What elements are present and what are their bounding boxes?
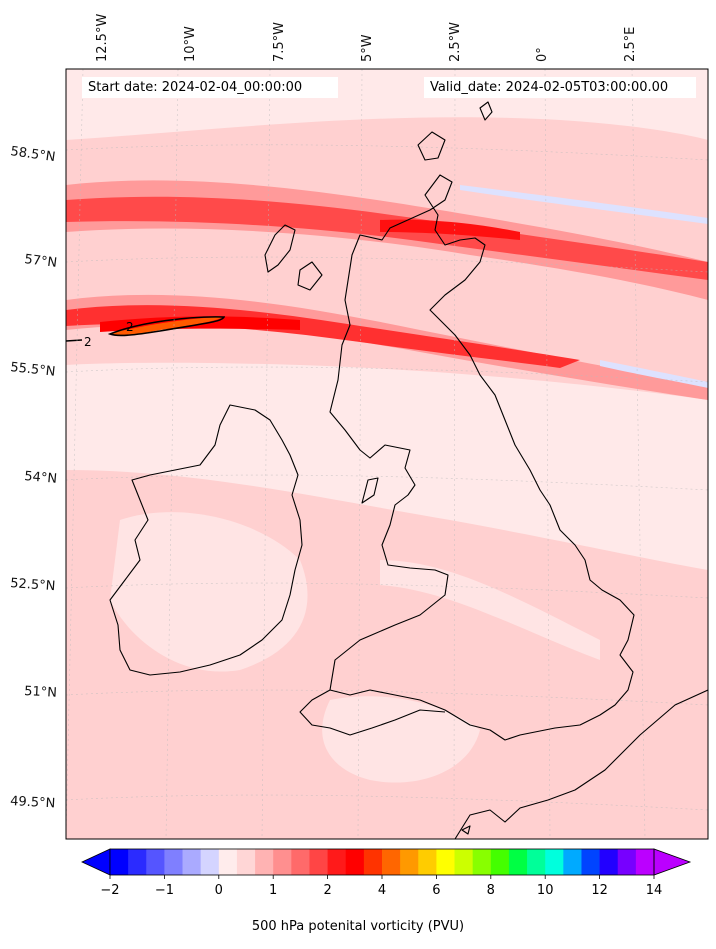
coast-hebrides bbox=[264, 224, 296, 273]
lon-label-0: 12.5°W bbox=[95, 14, 110, 62]
colorbar-swatch bbox=[327, 849, 347, 875]
colorbar-swatch bbox=[599, 849, 619, 875]
colorbar-swatch bbox=[110, 849, 129, 875]
colorbar-tick-label: 8 bbox=[487, 883, 495, 898]
valid-date-label: Valid_date: 2024-02-05T03:00:00.00 bbox=[424, 77, 696, 98]
colorbar-swatch bbox=[345, 849, 365, 875]
lat-label-0: 58.5°N bbox=[9, 144, 56, 165]
colorbar-extend-low bbox=[81, 848, 111, 876]
coast-great-britain bbox=[329, 174, 635, 741]
colorbar-swatch bbox=[545, 849, 564, 875]
pv-field: 2 2 bbox=[66, 69, 708, 839]
colorbar-tick-label: 12 bbox=[591, 883, 608, 898]
lat-label-2: 55.5°N bbox=[10, 360, 56, 380]
colorbar-swatch bbox=[164, 849, 183, 875]
colorbar-swatch bbox=[418, 849, 437, 875]
colorbar-swatch bbox=[436, 849, 455, 875]
coast-orkney bbox=[417, 131, 446, 161]
colorbar-tick-label: −2 bbox=[100, 883, 119, 898]
pv-patch-ireland-light bbox=[110, 512, 308, 672]
colorbar-swatch bbox=[218, 849, 238, 875]
pv-contour-2-west bbox=[66, 339, 83, 342]
coastlines bbox=[109, 101, 708, 839]
lon-label-3: 5°W bbox=[360, 34, 375, 62]
contour-label-core: 2 bbox=[126, 320, 134, 334]
colorbar-label: 500 hPa potenital vorticity (PVU) bbox=[251, 919, 465, 934]
colorbar-swatch bbox=[146, 849, 165, 875]
colorbar-tick-label: 0 bbox=[215, 883, 223, 898]
lon-labels: 12.5°W 10°W 7.5°W 5°W 2.5°W 0° 2.5°E bbox=[95, 14, 638, 62]
start-date-label: Start date: 2024-02-04_00:00:00 bbox=[82, 77, 338, 98]
colorbar-swatch bbox=[236, 849, 256, 875]
coast-skye bbox=[297, 261, 323, 291]
colorbar-tick-label: 2 bbox=[323, 883, 331, 898]
colorbar-swatch bbox=[581, 849, 600, 875]
coast-southwest bbox=[299, 689, 446, 736]
pv-contour-2 bbox=[107, 316, 226, 337]
lon-label-4: 2.5°W bbox=[448, 22, 463, 62]
colorbar-swatch bbox=[182, 849, 202, 875]
lat-label-5: 51°N bbox=[24, 684, 58, 701]
pv-negative-streak bbox=[460, 185, 708, 224]
colorbar-swatch bbox=[472, 849, 492, 875]
colorbar-extend-high bbox=[653, 848, 692, 876]
lon-label-1: 10°W bbox=[183, 26, 198, 62]
colorbar-swatch bbox=[382, 849, 401, 875]
coast-channel-islands bbox=[461, 825, 471, 835]
pv-band-north-core bbox=[66, 196, 708, 280]
pv-streak-midlands bbox=[380, 560, 600, 660]
colorbar-swatch bbox=[291, 849, 310, 875]
colorbar-swatch bbox=[527, 849, 546, 875]
lon-label-5: 0° bbox=[535, 47, 550, 62]
colorbar-swatch bbox=[617, 849, 637, 875]
colorbar-tick-label: 14 bbox=[646, 883, 663, 898]
colorbar-tick-label: 10 bbox=[537, 883, 554, 898]
colorbar-swatch bbox=[128, 849, 147, 875]
colorbar-swatch bbox=[200, 849, 220, 875]
coast-isle-of-man bbox=[361, 477, 379, 504]
lon-label-2: 7.5°W bbox=[272, 22, 287, 62]
colorbar-swatch bbox=[563, 849, 582, 875]
pv-patch-wales-light bbox=[322, 696, 480, 783]
colorbar-swatch bbox=[273, 849, 292, 875]
colorbar-tick-label: 1 bbox=[269, 883, 277, 898]
map-frame bbox=[65, 68, 709, 840]
colorbar-swatch bbox=[454, 849, 474, 875]
coast-france bbox=[454, 689, 708, 839]
lat-label-6: 49.5°N bbox=[10, 794, 56, 811]
coast-shetland bbox=[479, 101, 493, 121]
pv-band-north-peak bbox=[380, 219, 520, 240]
coast-ireland bbox=[109, 404, 303, 676]
lon-label-6: 2.5°E bbox=[623, 27, 638, 62]
colorbar-tick-label: 4 bbox=[378, 883, 386, 898]
colorbar-tick-label: 6 bbox=[432, 883, 440, 898]
colorbar-swatch bbox=[490, 849, 510, 875]
contour-label-west: 2 bbox=[84, 335, 92, 349]
colorbar-swatch bbox=[309, 849, 328, 875]
colorbar-swatch bbox=[363, 849, 383, 875]
pv-negative-streak-2 bbox=[600, 360, 708, 388]
colorbar-swatch bbox=[508, 849, 528, 875]
graticule bbox=[66, 69, 708, 839]
colorbar: −2 −1 0 1 2 4 6 8 10 12 14 bbox=[81, 848, 692, 898]
pv-orange-core bbox=[112, 317, 222, 336]
lat-label-1: 57°N bbox=[24, 252, 58, 271]
colorbar-tick-label: −1 bbox=[155, 883, 174, 898]
lat-labels: 58.5°N 57°N 55.5°N 54°N 52.5°N 51°N 49.5… bbox=[9, 144, 57, 811]
colorbar-swatch bbox=[255, 849, 274, 875]
lat-label-3: 54°N bbox=[24, 469, 58, 487]
colorbar-swatch bbox=[400, 849, 419, 875]
lat-label-4: 52.5°N bbox=[10, 576, 56, 594]
colorbar-swatch bbox=[635, 849, 655, 875]
